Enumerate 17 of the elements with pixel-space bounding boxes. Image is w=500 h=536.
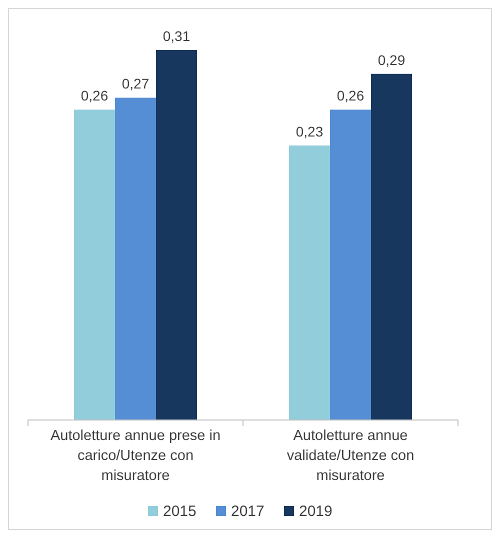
legend-label: 2017 <box>231 503 264 520</box>
bar <box>371 74 412 420</box>
x-tick-label: Autoletture annue prese in carico/Utenze con misuratore <box>50 428 221 484</box>
bar <box>115 98 156 420</box>
legend-label: 2015 <box>163 503 196 520</box>
x-tick-label: Autoletture annue validate/Utenze con misuratore <box>286 428 414 484</box>
data-label: 0,23 <box>296 123 324 140</box>
data-label: 0,31 <box>162 28 190 44</box>
data-label: 0,26 <box>336 88 364 104</box>
data-label: 0,27 <box>122 76 150 92</box>
bar <box>74 110 115 420</box>
data-label: 0,29 <box>378 52 406 68</box>
bar <box>156 50 197 420</box>
data-label: 0,26 <box>80 88 108 104</box>
bar <box>289 145 330 420</box>
bar <box>330 110 371 420</box>
legend-label: 2019 <box>299 503 332 520</box>
